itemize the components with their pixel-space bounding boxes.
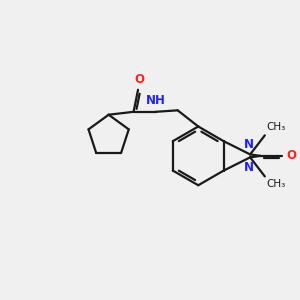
Text: O: O bbox=[134, 73, 145, 86]
Text: NH: NH bbox=[146, 94, 166, 107]
Text: N: N bbox=[244, 138, 254, 151]
Text: N: N bbox=[244, 161, 254, 174]
Text: CH₃: CH₃ bbox=[266, 179, 286, 189]
Text: CH₃: CH₃ bbox=[266, 122, 286, 132]
Text: O: O bbox=[287, 149, 297, 162]
